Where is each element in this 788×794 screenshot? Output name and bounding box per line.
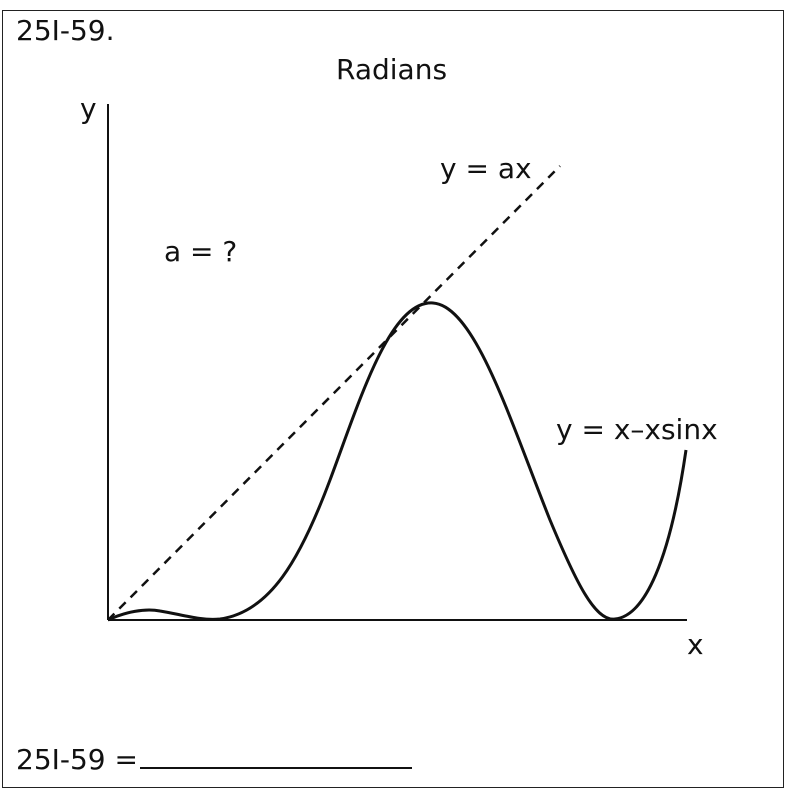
diagram-title: Radians xyxy=(336,53,448,86)
unknown-a-label: a = ? xyxy=(164,235,237,268)
x-axis-label: x xyxy=(687,628,704,661)
problem-frame xyxy=(2,10,784,788)
answer-label: 25I-59 = xyxy=(16,743,138,776)
answer-blank[interactable] xyxy=(139,737,412,769)
y-axis-label: y xyxy=(80,92,97,125)
answer-row: 25I-59 = xyxy=(16,737,412,776)
problem-number: 25I-59. xyxy=(16,14,115,47)
curve-x-minus-xsinx xyxy=(107,301,688,622)
curve-label: y = x–xsinx xyxy=(556,413,718,446)
tangent-line xyxy=(107,165,561,621)
line-label: y = ax xyxy=(440,152,532,185)
